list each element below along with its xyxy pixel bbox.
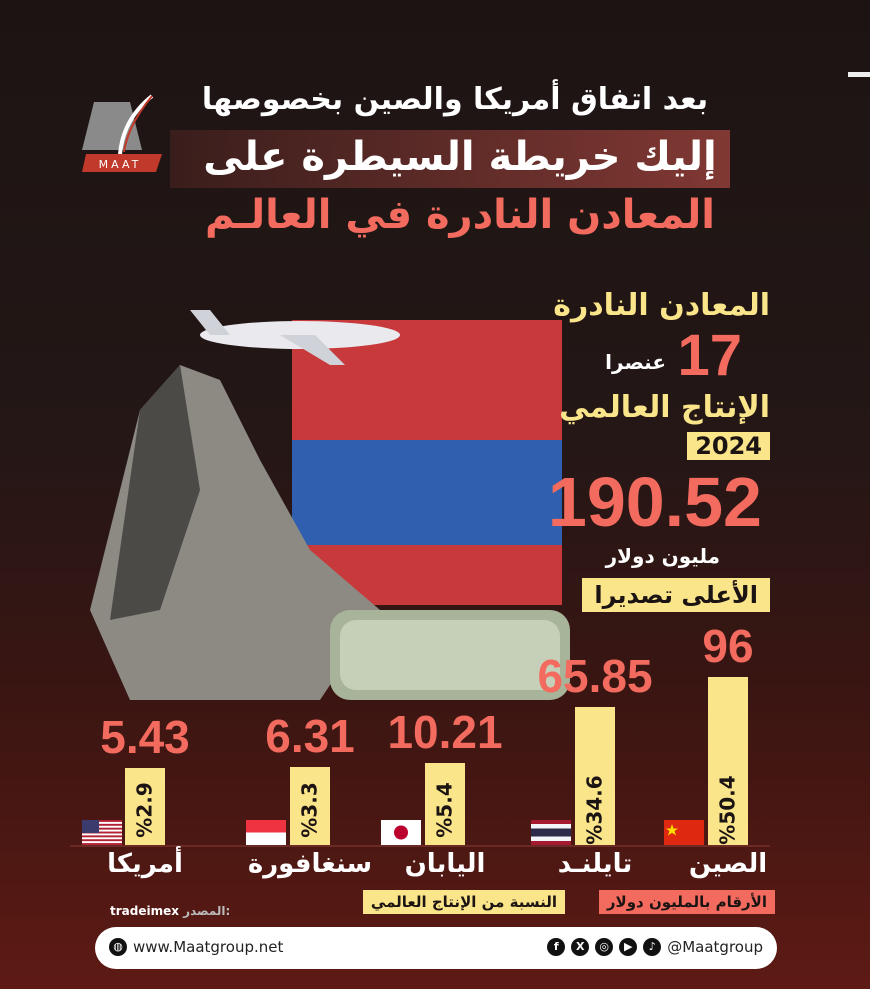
country-label: الصين bbox=[688, 849, 768, 879]
maat-logo: MAAT bbox=[82, 92, 167, 174]
website-text: www.Maatgroup.net bbox=[133, 938, 284, 956]
country-label: سنغافورة bbox=[247, 849, 373, 879]
us-flag bbox=[82, 820, 122, 845]
share-note: النسبة من الإنتاج العالمي bbox=[362, 890, 565, 914]
country-label: أمريكا bbox=[107, 849, 183, 879]
decor-bar bbox=[848, 72, 870, 77]
illustration bbox=[80, 290, 580, 710]
airplane-image bbox=[190, 310, 400, 365]
website-link[interactable]: ◍ www.Maatgroup.net bbox=[109, 938, 283, 956]
value-label: 6.31 bbox=[265, 709, 355, 762]
bar: %5.4 bbox=[425, 762, 465, 845]
x-icon[interactable]: X bbox=[571, 938, 590, 956]
header-line3: المعادن النادرة في العالـم bbox=[205, 192, 715, 238]
bar: %2.9 bbox=[125, 767, 165, 845]
header-line1: بعد اتفاق أمريكا والصين بخصوصها bbox=[201, 82, 709, 117]
share-text: %5.4 bbox=[433, 782, 457, 838]
value-label: 96 bbox=[702, 620, 754, 672]
country-label: اليابان bbox=[404, 849, 486, 879]
globe-icon: ◍ bbox=[109, 938, 127, 956]
country-label: تايلنـد bbox=[557, 849, 633, 879]
share-label: %34.6 bbox=[575, 775, 615, 845]
share-label: %5.4 bbox=[425, 777, 465, 843]
source-label: المصدر: bbox=[183, 904, 231, 918]
tiktok-icon[interactable]: ♪ bbox=[643, 938, 662, 956]
elements-unit: عنصرا bbox=[605, 350, 666, 374]
china-flag bbox=[664, 820, 704, 845]
bar: %50.4 bbox=[708, 677, 748, 845]
money-image bbox=[330, 610, 570, 700]
title-highlight bbox=[170, 130, 730, 188]
rare-minerals-label: المعادن النادرة bbox=[553, 288, 770, 323]
value-label: 10.21 bbox=[387, 705, 503, 758]
footer-bar: ◍ www.Maatgroup.net f X ◎ ▶ ♪ @Maatgroup bbox=[95, 927, 777, 969]
social-handle[interactable]: @Maatgroup bbox=[667, 938, 763, 956]
facebook-icon[interactable]: f bbox=[547, 938, 566, 956]
elements-count: 17 bbox=[677, 323, 742, 388]
bar: %34.6 bbox=[575, 707, 615, 845]
value-label: 5.43 bbox=[100, 710, 190, 763]
singapore-flag bbox=[246, 820, 286, 845]
production-unit: مليون دولار bbox=[605, 544, 720, 568]
production-label: الإنتاج العالمي bbox=[559, 390, 770, 425]
production-value: 190.52 bbox=[547, 463, 762, 541]
share-label: %3.3 bbox=[290, 777, 330, 843]
youtube-icon[interactable]: ▶ bbox=[619, 938, 638, 956]
share-label: %2.9 bbox=[125, 777, 165, 843]
share-text: %50.4 bbox=[716, 775, 741, 845]
japan-flag bbox=[381, 820, 421, 845]
share-text: %2.9 bbox=[133, 782, 157, 838]
values-note: الأرقام بالمليون دولار bbox=[598, 890, 775, 914]
share-text: %3.3 bbox=[298, 782, 322, 838]
year-badge: 2024 bbox=[687, 432, 770, 460]
source: tradeimex المصدر: bbox=[110, 903, 230, 919]
share-label: %50.4 bbox=[708, 775, 748, 845]
instagram-icon[interactable]: ◎ bbox=[595, 938, 614, 956]
thailand-flag bbox=[531, 820, 571, 845]
header-line2: إليك خريطة السيطرة على bbox=[203, 134, 717, 180]
share-text: %34.6 bbox=[583, 775, 608, 845]
source-value: tradeimex bbox=[110, 904, 179, 918]
baseline bbox=[70, 845, 770, 847]
top-exporters-label: الأعلى تصديرا bbox=[582, 578, 770, 612]
bar: %3.3 bbox=[290, 766, 330, 845]
value-label: 65.85 bbox=[537, 650, 653, 703]
logo-text: MAAT bbox=[99, 158, 142, 171]
